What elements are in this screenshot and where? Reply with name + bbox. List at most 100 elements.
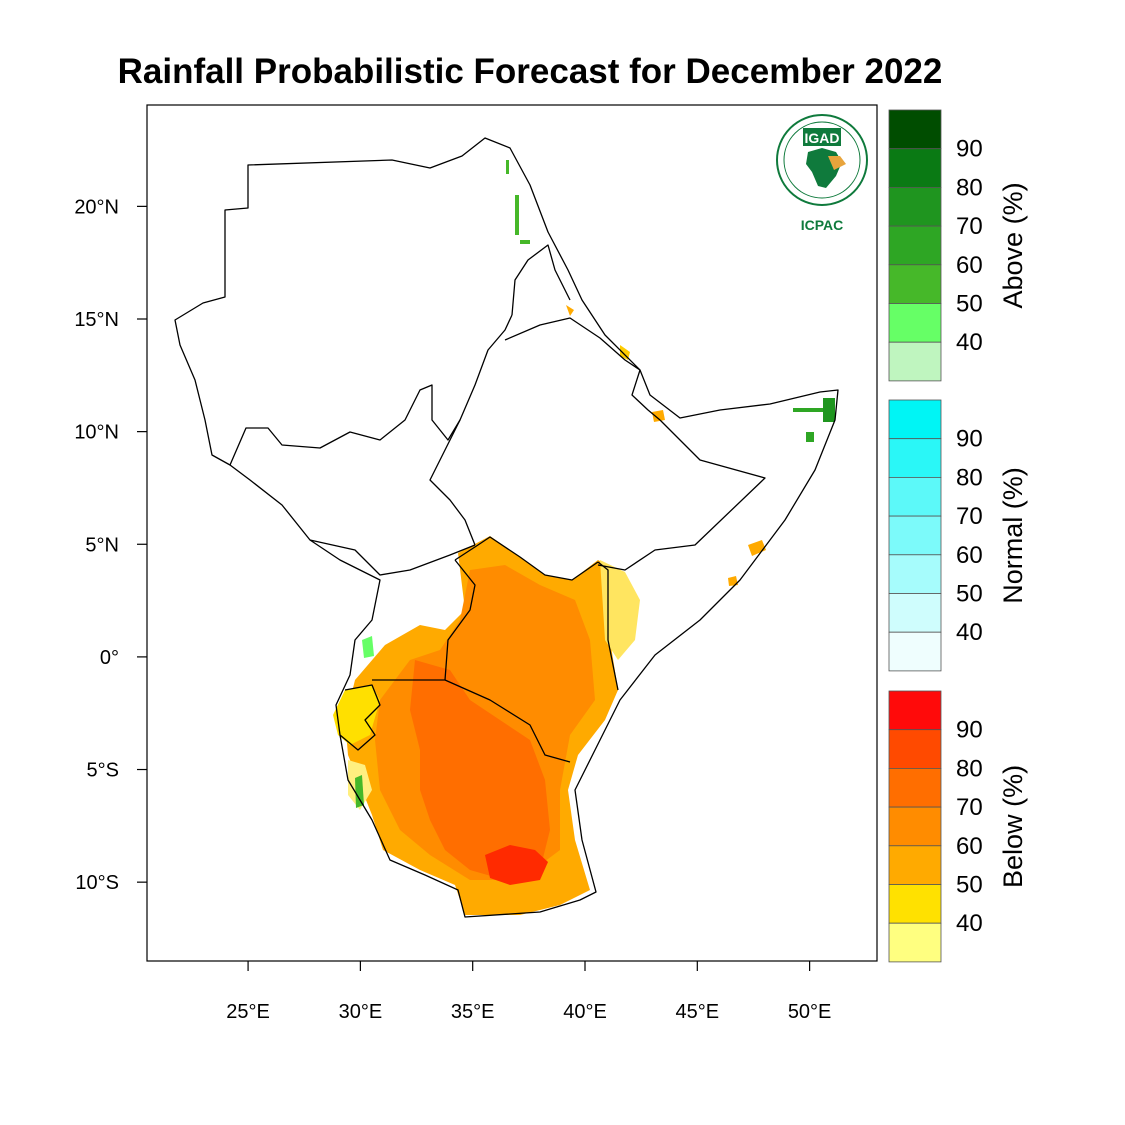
y-tick-label: 15°N [74,309,119,331]
colorbar-tick-label: 60 [956,252,983,279]
above-speck-somalia-2 [793,408,823,412]
colorbar-tick-label: 60 [956,542,983,569]
above-speck-west-north [362,636,374,658]
y-tick-label: 10°S [75,872,119,894]
country-boundaries [174,137,839,918]
colorbar-cell [888,593,942,633]
colorbar-cell [888,264,942,304]
below-speck-north-5 [566,305,574,316]
x-tick-label: 50°E [788,1001,832,1023]
colorbar-tick-label: 70 [956,213,983,240]
below-region-90 [485,845,548,885]
colorbar-tick-label: 50 [956,872,983,899]
colorbar-cell [888,768,942,808]
y-tick-label: 5°S [87,760,119,782]
colorbar-cell [888,341,942,382]
x-tick-label: 35°E [451,1001,495,1023]
colorbar-tick-label: 80 [956,464,983,491]
border-southsudan-ethiopia [429,419,476,546]
colorbar-below: 90 80 70 60 50 40 Below (%) [888,690,1028,963]
colorbar-cell [888,690,942,731]
colorbar-title: Above (%) [998,182,1028,308]
below-speck-north-4 [620,345,630,360]
colorbar-cell [888,884,942,924]
x-tick-label: 25°E [226,1001,270,1023]
legend-colorbars: 90 80 70 60 50 40 Above (%) 90 80 70 60 50 40 Normal … [888,109,1028,963]
colorbar-cell [888,845,942,885]
above-speck-somalia [823,398,835,422]
igad-icpac-logo: IGAD ICPAC [776,114,868,233]
colorbar-cell [888,186,942,227]
y-axis: 20°N 15°N 10°N 5°N 0° 5°S 10°S [74,196,147,894]
above-speck-redsea-2 [520,240,530,244]
border-rwanda-burundi [339,684,381,751]
border-ethiopia-djibouti [631,369,661,421]
colorbar-cell [888,109,942,150]
logo-ring [776,114,868,206]
colorbar-cell [888,806,942,847]
border-uganda-west [444,559,476,681]
above-speck-westlake [355,775,364,808]
colorbar-tick-label: 50 [956,291,983,318]
colorbar-tick-label: 90 [956,426,983,453]
y-tick-label: 5°N [85,534,119,556]
below-region-yellow-northeast [600,560,640,660]
colorbar-cell [888,148,942,188]
logo-horn-shape [828,156,846,170]
below-speck-north-1 [652,410,665,422]
below-normal-shading [333,305,766,915]
x-axis: 25°E 30°E 35°E 40°E 45°E 50°E [226,961,831,1023]
colorbar-tick-label: 70 [956,503,983,530]
border-uganda-kenya [454,536,599,581]
x-tick-label: 30°E [339,1001,383,1023]
outer-coastline [174,137,839,918]
border-ethiopia-eritrea [504,317,641,371]
logo-top-text: IGAD [805,130,840,146]
colorbar-cell [888,303,942,343]
colorbar-cell [888,399,942,440]
border-sudan-ethiopia-eritrea [511,244,571,316]
below-region-80 [410,660,550,880]
colorbar-tick-label: 60 [956,833,983,860]
colorbar-cell [888,225,942,266]
x-tick-label: 45°E [676,1001,720,1023]
y-tick-label: 10°N [74,422,119,444]
y-tick-label: 20°N [74,196,119,218]
logo-bottom-text: ICPAC [801,217,844,233]
border-kenya-somalia [597,561,619,691]
colorbar-tick-label: 40 [956,910,983,937]
border-southsudan-south [309,539,476,576]
colorbar-title: Below (%) [998,765,1028,888]
below-speck-north-3 [728,576,738,586]
colorbar-above: 90 80 70 60 50 40 Above (%) [888,109,1028,382]
colorbar-tick-label: 80 [956,174,983,201]
above-speck-redsea-3 [506,160,509,174]
page-title: Rainfall Probabilistic Forecast for Dece… [117,52,943,91]
colorbar-tick-label: 40 [956,619,983,646]
logo-banner [803,128,841,146]
logo-inner-ring [783,121,861,199]
map-frame [146,104,878,962]
above-normal-shading [355,160,835,808]
colorbar-normal: 90 80 70 60 50 40 Normal (%) [888,399,1028,672]
colorbar-cell [888,631,942,672]
y-tick-label: 0° [100,647,119,669]
border-sudan-southsudan [229,314,513,466]
colorbar-tick-label: 90 [956,136,983,163]
x-tick-label: 40°E [563,1001,607,1023]
colorbar-cell [888,554,942,594]
border-ethiopia-somalia [597,419,766,571]
colorbar-title: Normal (%) [998,467,1028,604]
colorbar-cell [888,438,942,478]
colorbar-tick-label: 40 [956,329,983,356]
below-speck-north-2 [748,540,766,556]
colorbar-cell [888,922,942,963]
colorbar-cell [888,729,942,769]
colorbar-tick-label: 90 [956,717,983,744]
colorbar-tick-label: 70 [956,794,983,821]
below-region-yellow-west [333,685,380,745]
colorbar-tick-label: 50 [956,581,983,608]
colorbar-cell [888,476,942,517]
above-speck-redsea [515,195,519,235]
